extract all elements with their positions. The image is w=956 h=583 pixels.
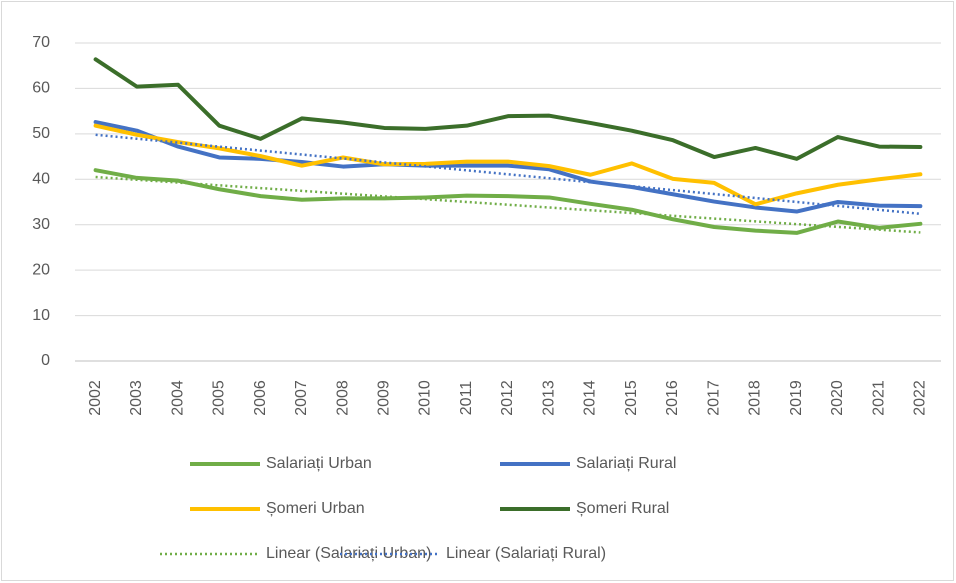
y-tick-label: 10 [32,307,50,324]
x-tick-label: 2018 [747,380,764,416]
y-tick-label: 60 [32,80,50,97]
series-line [95,133,921,216]
y-tick-label: 70 [32,34,50,51]
y-tick-label: 50 [32,125,50,142]
x-tick-label: 2012 [499,380,516,416]
x-tick-label: 2021 [870,380,887,416]
series-line [93,168,923,235]
x-tick-label: 2006 [252,380,269,416]
x-tick-label: 2007 [293,380,310,416]
x-tick-label: 2003 [128,380,145,416]
x-tick-label: 2008 [334,380,351,416]
x-tick-label: 2017 [705,380,722,416]
series-line [93,123,923,207]
x-tick-label: 2005 [211,380,228,416]
y-tick-label: 0 [41,352,50,369]
x-tick-label: 2010 [417,380,434,416]
legend-label: Salariați Rural [576,455,676,472]
y-tick-label: 30 [32,216,50,233]
x-tick-label: 2016 [664,380,681,416]
x-tick-label: 2020 [829,380,846,416]
x-tick-label: 2011 [458,381,475,416]
y-tick-label: 40 [32,171,50,188]
legend-label: Salariați Urban [266,455,372,472]
x-tick-label: 2014 [582,380,599,416]
x-tick-label: 2009 [376,380,393,416]
legend-label: Linear (Salariați Rural) [446,545,606,562]
y-tick-label: 20 [32,261,50,278]
x-tick-label: 2019 [788,380,805,416]
x-tick-label: 2002 [87,380,104,416]
series-line [93,120,923,214]
x-tick-label: 2004 [169,380,186,416]
x-tick-label: 2013 [540,380,557,416]
x-tick-label: 2015 [623,380,640,416]
x-tick-label: 2022 [912,380,929,416]
series-line [93,57,923,161]
legend-label: Linear (Salariați Urban) [266,545,431,562]
legend-label: Șomeri Urban [266,500,365,517]
legend-label: Șomeri Rural [576,500,669,517]
